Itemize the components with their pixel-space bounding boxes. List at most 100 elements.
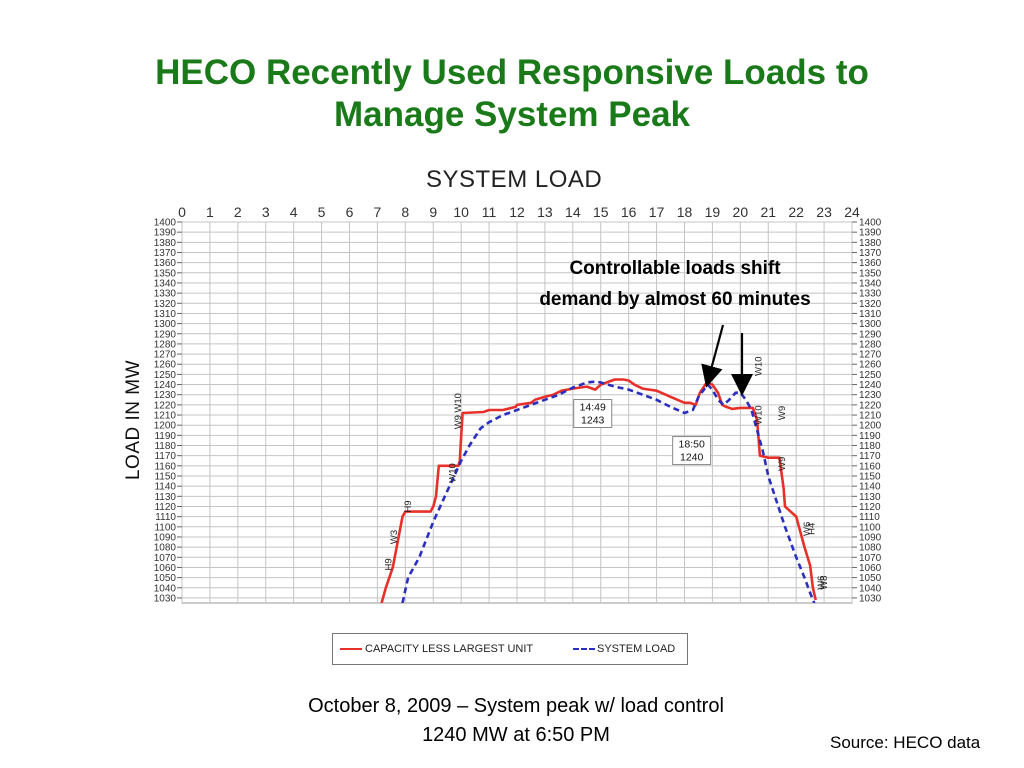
y-tick-label-left: 1050 [154,573,177,584]
y-tick-label-left: 1070 [154,553,177,564]
y-tick-label-right: 1100 [859,522,881,533]
y-tick-label-right: 1200 [859,421,882,432]
x-tick-label: 7 [374,204,382,220]
y-tick-label-right: 1250 [859,370,882,381]
y-tick-label-left: 1230 [154,390,177,401]
y-tick-label-left: 1040 [154,583,177,594]
step-annotation: W6 [816,576,827,590]
x-tick-label: 11 [482,204,497,220]
step-annotation: W3 [389,530,400,544]
legend-entry-system-load: SYSTEM LOAD [597,643,676,655]
x-tick-label: 3 [262,204,270,220]
y-tick-label-right: 1040 [859,583,882,594]
callout-line2: demand by almost 60 minutes [539,289,811,310]
y-tick-label-right: 1030 [859,593,882,604]
y-tick-label-left: 1360 [154,258,177,269]
step-annotation: W9 [777,406,788,420]
y-tick-label-right: 1260 [859,360,882,371]
y-tick-label-right: 1180 [859,441,881,452]
legend-swatch-capacity [340,648,362,650]
y-tick-label-right: 1400 [859,218,882,229]
step-annotation: H9 [383,558,394,570]
caption-line1: October 8, 2009 – System peak w/ load co… [308,695,724,717]
y-tick-label-left: 1340 [154,278,177,289]
y-tick-label-left: 1160 [154,461,176,472]
step-annotation: W9 [777,457,788,471]
chart-legend: CAPACITY LESS LARGEST UNIT SYSTEM LOAD [332,633,688,665]
y-tick-label-right: 1190 [859,431,881,442]
y-tick-label-left: 1280 [154,339,177,350]
x-tick-label: 20 [733,204,749,220]
x-tick-label: 23 [816,204,832,220]
y-tick-label-left: 1100 [154,522,176,533]
x-tick-label: 18 [677,204,693,220]
point-label-value: 1240 [680,452,704,464]
y-tick-label-right: 1090 [859,532,882,543]
y-tick-label-right: 1320 [859,299,882,310]
x-tick-label: 14 [565,204,581,220]
step-annotation: H4 [806,523,817,535]
y-tick-label-left: 1140 [154,482,176,493]
x-tick-label: 16 [621,204,637,220]
step-annotation: W10 [448,463,459,483]
y-tick-label-right: 1340 [859,278,882,289]
y-tick-label-left: 1310 [154,309,177,320]
y-tick-label-right: 1110 [859,512,880,523]
x-tick-label: 2 [234,204,242,220]
y-tick-label-right: 1370 [859,248,882,259]
y-tick-label-right: 1080 [859,543,882,554]
step-annotation: W8 [819,576,830,590]
y-tick-label-right: 1310 [859,309,882,320]
source-note: Source: HECO data [830,733,981,752]
y-tick-label-left: 1080 [154,543,177,554]
step-annotation: W9 [453,415,464,429]
point-label-time: 14:49 [580,402,606,414]
y-tick-label-left: 1190 [154,431,176,442]
step-annotation: H9 [403,500,414,512]
slide-title-line1: HECO Recently Used Responsive Loads to [155,53,869,92]
y-tick-label-left: 1150 [154,472,176,483]
step-annotation: W10 [753,405,764,425]
x-tick-label: 22 [788,204,804,220]
y-tick-label-left: 1320 [154,299,177,310]
callout-line1: Controllable loads shift [569,258,781,279]
callout-text: Controllable loads shift demand by almos… [480,253,870,315]
y-tick-label-right: 1060 [859,563,882,574]
caption-line2: 1240 MW at 6:50 PM [422,724,610,746]
y-tick-label-right: 1150 [859,472,881,483]
y-tick-label-right: 1210 [859,411,882,422]
y-tick-label-right: 1380 [859,238,882,249]
x-tick-label: 6 [346,204,354,220]
step-annotation: W6 [802,522,813,536]
legend-swatch-system-load [573,648,595,650]
x-tick-label: 17 [649,204,665,220]
y-tick-label-right: 1290 [859,329,882,340]
y-tick-label-left: 1200 [154,421,177,432]
y-tick-label-left: 1290 [154,329,177,340]
y-tick-label-right: 1120 [859,502,881,513]
y-tick-label-left: 1260 [154,360,177,371]
series-line-system-load [401,380,816,603]
x-tick-label: 10 [453,204,469,220]
point-label-box [672,436,712,466]
y-tick-label-right: 1300 [859,319,882,330]
y-tick-label-right: 1230 [859,390,882,401]
y-tick-label-left: 1030 [154,593,177,604]
y-tick-label-right: 1130 [859,492,881,503]
y-tick-label-right: 1360 [859,258,882,269]
y-tick-label-left: 1120 [154,502,176,513]
y-tick-label-left: 1110 [155,512,176,523]
y-tick-label-left: 1240 [154,380,177,391]
x-tick-label: 19 [705,204,721,220]
step-annotation: W10 [753,356,764,376]
x-tick-label: 24 [844,204,860,220]
x-tick-label: 21 [760,204,776,220]
y-tick-label-right: 1390 [859,228,882,239]
y-tick-label-right: 1050 [859,573,882,584]
x-tick-label: 9 [429,204,437,220]
y-tick-label-left: 1390 [154,228,177,239]
y-tick-label-right: 1280 [859,339,882,350]
y-tick-label-left: 1180 [154,441,176,452]
